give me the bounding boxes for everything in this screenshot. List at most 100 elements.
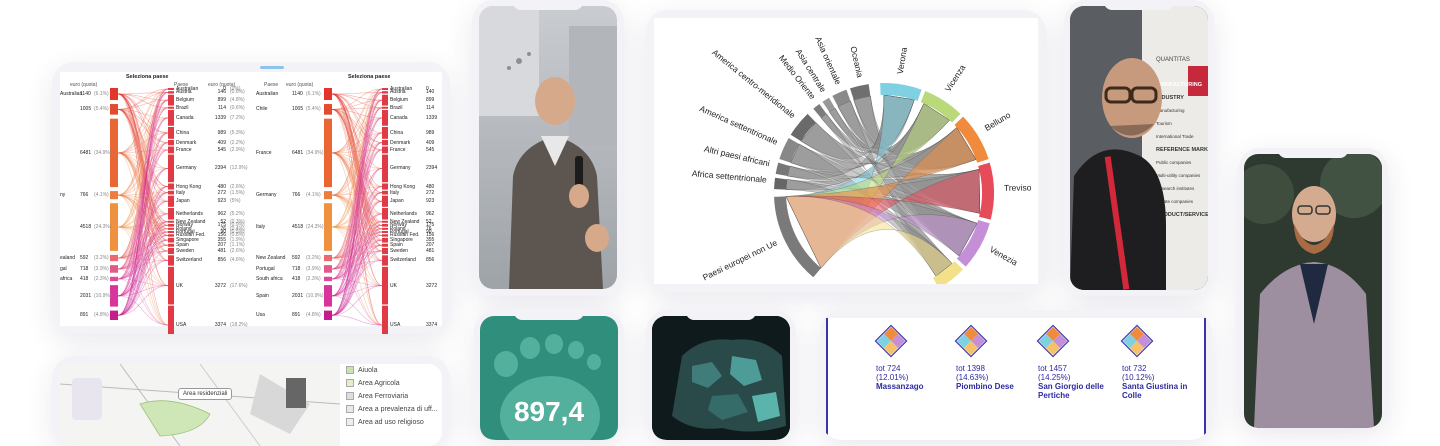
sankey-target-node-b[interactable] [382,109,388,126]
sankey-source-node[interactable] [110,88,118,101]
chord-group-arc[interactable] [774,196,822,278]
sankey-target-node[interactable] [168,109,174,126]
sankey-target-node[interactable] [168,183,174,190]
sankey-target-node-b[interactable] [382,195,388,207]
sankey-target-node[interactable] [168,195,174,207]
legend-item[interactable]: Area Ferroviaria [346,392,408,400]
sankey-target-node[interactable] [168,208,174,220]
map-zoom-control[interactable] [72,378,102,420]
sankey-source-node[interactable] [110,118,118,188]
chord-group-arc[interactable] [779,138,800,163]
sankey-target-node-b[interactable] [382,227,388,230]
sankey-target-node[interactable] [168,227,174,230]
sankey-source-node[interactable] [110,285,118,307]
sankey-target-node[interactable] [168,255,174,266]
sankey-target-node-b[interactable] [382,94,388,106]
sankey-target-node-b[interactable] [382,88,388,90]
chord-group-arc[interactable] [813,104,827,118]
sankey-target-node-b[interactable] [382,208,388,220]
chord-group-arc[interactable] [775,162,790,176]
chord-group-arc[interactable] [790,113,816,142]
sankey-link [117,194,169,215]
sankey-target-node-b[interactable] [382,220,388,223]
sankey-link [117,93,169,202]
chord-group-arc[interactable] [822,97,835,112]
legend-item[interactable]: Area a prevalenza di uff... [346,405,438,413]
chord-group-arc[interactable] [956,220,990,267]
sankey-source-node-b[interactable] [324,254,332,262]
sankey-source-node-b[interactable] [324,191,332,200]
sankey-source-node-b[interactable] [324,285,332,307]
sankey-target-node-b[interactable] [382,223,388,227]
sankey-source-node[interactable] [110,310,118,320]
sankey-source-node-b[interactable] [324,118,332,188]
tile-item[interactable] [874,324,908,363]
tile-glyph-icon [1036,324,1070,358]
sankey-target-node-b[interactable] [382,243,388,247]
legend-item[interactable]: Area ad uso religioso [346,418,424,426]
sankey-source-node[interactable] [110,203,118,251]
sankey-target-node-b[interactable] [382,190,388,195]
sankey-source-node-b[interactable] [324,276,332,282]
sankey-target-node-b[interactable] [382,183,388,190]
sankey-target-node[interactable] [168,106,174,109]
tile-item[interactable] [1120,324,1154,363]
sankey-source-node-b[interactable] [324,310,332,320]
sankey-target-node-b[interactable] [382,255,388,266]
tile-item[interactable] [954,324,988,363]
sankey-target-node[interactable] [168,231,174,234]
sankey-target-node-b[interactable] [382,140,388,146]
sankey-target-node[interactable] [168,94,174,106]
legend-item[interactable]: Area Agricola [346,379,400,387]
sankey-target-node[interactable] [168,146,174,154]
sankey-source-node[interactable] [110,191,118,200]
chord-group-arc[interactable] [978,162,994,220]
sankey-target-node[interactable] [168,305,174,334]
sankey-target-node[interactable] [168,223,174,227]
sankey-link [117,221,169,270]
sankey-target-node[interactable] [168,88,174,90]
sankey-mid-label: South africa 418 (2.3%) [256,275,321,282]
sankey-target-node[interactable] [168,190,174,195]
sankey-target-node[interactable] [168,220,174,223]
sankey-target-node[interactable] [168,243,174,247]
sankey-source-node[interactable] [110,276,118,282]
sankey-target-node[interactable] [168,247,174,255]
tile-item[interactable] [1036,324,1070,363]
chord-group-arc[interactable] [774,177,787,190]
legend-item[interactable]: Aiuola [346,366,377,374]
sankey-target-node-b[interactable] [382,154,388,183]
chord-group-arc[interactable] [880,83,922,101]
sankey-target-node-b[interactable] [382,106,388,109]
sankey-target-node-b[interactable] [382,234,388,237]
sankey-source-node[interactable] [110,265,118,273]
sankey-source-node-b[interactable] [324,104,332,115]
sankey-header-2[interactable]: Seleziona paese [348,74,391,80]
sankey-target-node-b[interactable] [382,247,388,255]
sankey-target-node-b[interactable] [382,126,388,139]
sankey-target-node-b[interactable] [382,266,388,305]
sankey-target-node[interactable] [168,266,174,305]
sankey-target-node-b[interactable] [382,237,388,243]
sankey-source-node[interactable] [110,254,118,262]
sankey-target-node[interactable] [168,234,174,237]
sankey-header[interactable]: Seleziona paese [126,74,169,80]
chord-group-arc[interactable] [850,84,871,100]
sankey-target-node[interactable] [168,140,174,146]
chord-group-arc[interactable] [920,91,961,123]
sankey-target-node-b[interactable] [382,305,388,334]
sankey-target-node-b[interactable] [382,231,388,234]
chord-group-arc[interactable] [832,89,851,107]
chord-group-arc[interactable] [954,116,989,163]
sankey-target-node-b[interactable] [382,91,388,94]
sankey-target-node-b[interactable] [382,146,388,154]
sankey-source-node-b[interactable] [324,203,332,251]
chord-group-arc[interactable] [933,261,964,289]
sankey-source-node[interactable] [110,104,118,115]
sankey-target-node[interactable] [168,237,174,243]
sankey-source-node-b[interactable] [324,88,332,101]
sankey-target-node[interactable] [168,154,174,183]
sankey-source-node-b[interactable] [324,265,332,273]
sankey-target-node[interactable] [168,91,174,94]
sankey-target-node[interactable] [168,126,174,139]
